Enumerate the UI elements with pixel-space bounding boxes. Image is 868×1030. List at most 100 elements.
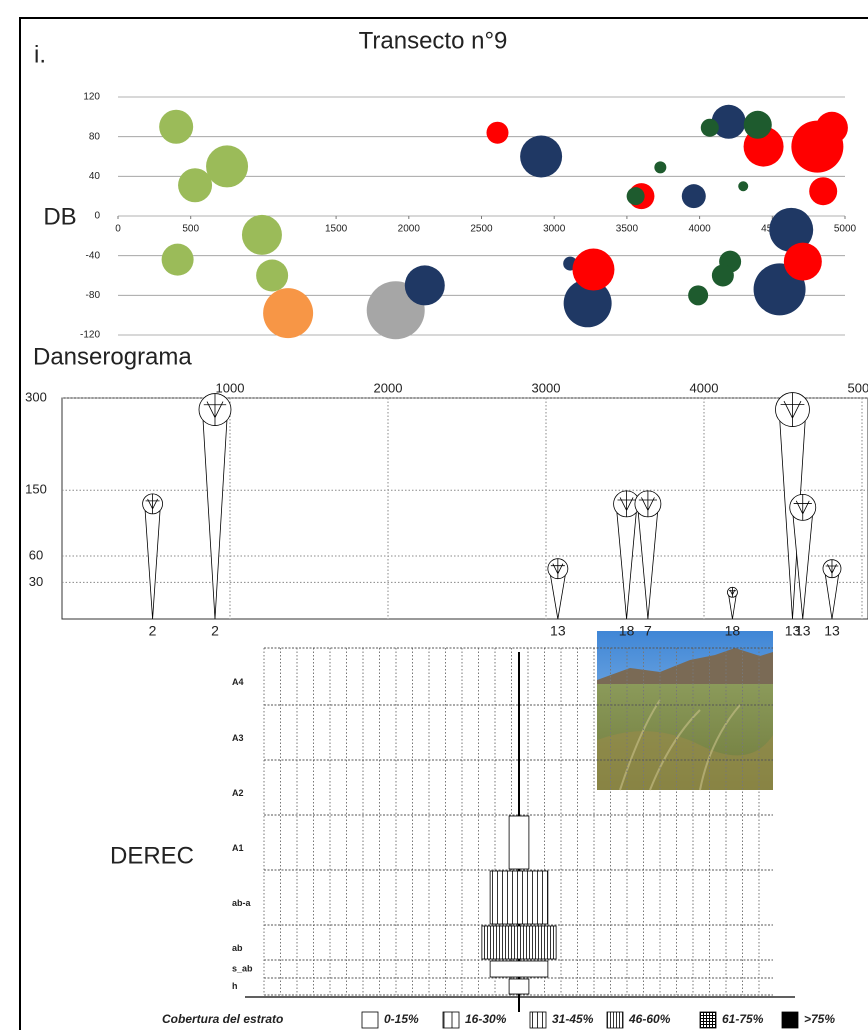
x-tick-label: 3000 — [543, 224, 566, 235]
bubble — [769, 207, 814, 252]
legend-swatch — [699, 1011, 717, 1029]
bubble — [263, 288, 314, 339]
frame — [19, 17, 868, 1030]
life-form-symbol — [789, 493, 817, 620]
bubble — [711, 104, 746, 139]
y-tick-label: -80 — [86, 290, 101, 301]
bubble — [700, 118, 719, 137]
stratum-label: A2 — [232, 788, 244, 798]
bubble — [815, 111, 848, 144]
chart-title: Transecto n°9 — [359, 27, 508, 54]
bubble — [161, 243, 194, 276]
symbol-detail — [617, 490, 636, 517]
species-code: 13 — [824, 623, 840, 639]
legend-swatch — [529, 1011, 547, 1029]
y-tick-label: 60 — [29, 547, 43, 562]
symbol-detail — [780, 392, 805, 427]
y-tick-label: -120 — [80, 330, 100, 341]
life-form-symbol — [198, 393, 232, 620]
y-tick-label: 120 — [83, 92, 100, 103]
bubble — [626, 187, 645, 206]
life-form-symbol — [775, 392, 810, 620]
chart-title: Danserograma — [33, 343, 192, 370]
symbol-detail — [793, 494, 812, 521]
photo — [597, 631, 773, 791]
x-tick-label: 4000 — [688, 224, 711, 235]
stratum-label: A1 — [232, 843, 244, 853]
life-form-symbol — [634, 490, 662, 620]
life-form-symbol — [822, 559, 842, 620]
legend-label: 0-15% — [384, 1012, 419, 1026]
bubble — [256, 259, 289, 292]
bubble — [206, 145, 249, 188]
x-tick-label: 3000 — [532, 380, 561, 395]
bubble — [520, 135, 563, 178]
stratum-label: ab — [232, 943, 243, 953]
species-code: 18 — [725, 623, 741, 639]
x-tick-label: 5000 — [834, 224, 857, 235]
bubble — [654, 161, 667, 174]
bubble — [404, 265, 445, 306]
x-tick-label: 0 — [115, 224, 121, 235]
bubble — [783, 242, 822, 281]
x-tick-label: 2000 — [374, 380, 403, 395]
x-tick-label: 3500 — [616, 224, 639, 235]
x-tick-label: 500 — [182, 224, 199, 235]
bubble — [711, 264, 734, 287]
x-tick-label: 2500 — [470, 224, 493, 235]
legend-swatch — [442, 1011, 460, 1029]
stratum-label: s_ab — [232, 963, 253, 973]
y-tick-label: 80 — [89, 131, 101, 142]
legend-label: 16-30% — [465, 1012, 507, 1026]
bubble — [572, 248, 615, 291]
life-form-symbol — [142, 493, 163, 620]
y-tick-label: 30 — [29, 574, 43, 589]
legend-label: 61-75% — [722, 1012, 764, 1026]
cone — [144, 509, 161, 620]
legend-swatch — [606, 1011, 624, 1029]
cone — [728, 594, 737, 620]
y-tick-label: 0 — [94, 211, 100, 222]
symbol-detail — [825, 559, 839, 578]
stratum-label: ab-a — [232, 898, 252, 908]
legend-label: >75% — [804, 1012, 835, 1026]
x-tick-label: 5000 — [848, 380, 868, 395]
legend-label: 31-45% — [552, 1012, 594, 1026]
panel-label: i. — [34, 41, 46, 68]
symbol-detail — [638, 490, 658, 517]
bubble — [159, 109, 194, 144]
life-form-symbol — [613, 490, 640, 620]
legend-swatch — [781, 1011, 799, 1029]
x-tick-label: 2000 — [398, 224, 421, 235]
stratum-bar — [508, 978, 530, 995]
cone — [202, 418, 228, 620]
x-tick-label: 4000 — [690, 380, 719, 395]
species-code: 2 — [211, 623, 219, 639]
plot-frame — [61, 397, 868, 620]
stratum-label: A3 — [232, 733, 244, 743]
bubble — [486, 121, 509, 144]
legend-swatch — [361, 1011, 379, 1029]
species-code: 7 — [644, 623, 652, 639]
derec-title: DEREC — [110, 842, 194, 869]
bubble — [688, 285, 709, 306]
species-code: 13 — [785, 623, 801, 639]
bubble — [738, 181, 749, 192]
y-tick-label: 300 — [25, 389, 47, 404]
symbol-detail — [728, 587, 736, 598]
stratum-bar — [489, 870, 549, 925]
species-code: 13 — [550, 623, 566, 639]
stratum-bar — [508, 815, 530, 870]
bubble — [563, 279, 612, 328]
symbol-detail — [550, 558, 565, 579]
species-code: 18 — [619, 623, 635, 639]
bubble — [178, 168, 213, 203]
y-tick-label: 150 — [25, 482, 47, 497]
legend-title: Cobertura del estrato — [162, 1012, 283, 1026]
cone — [824, 573, 840, 620]
x-tick-label: 1000 — [216, 380, 245, 395]
life-form-symbol — [547, 558, 569, 620]
life-form-symbol — [727, 586, 738, 620]
stratum-label: A4 — [232, 677, 244, 687]
